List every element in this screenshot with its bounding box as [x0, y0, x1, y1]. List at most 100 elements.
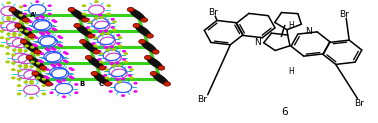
- Circle shape: [118, 36, 122, 39]
- Circle shape: [56, 79, 60, 82]
- Ellipse shape: [28, 57, 44, 69]
- Circle shape: [91, 71, 98, 76]
- Text: N: N: [254, 38, 261, 47]
- Circle shape: [11, 68, 15, 71]
- Ellipse shape: [135, 25, 151, 37]
- Ellipse shape: [88, 57, 103, 69]
- Circle shape: [23, 81, 28, 84]
- Text: H: H: [288, 67, 294, 76]
- Text: Br: Br: [339, 10, 349, 19]
- Circle shape: [12, 34, 17, 37]
- Ellipse shape: [130, 9, 146, 21]
- Circle shape: [144, 55, 151, 60]
- Circle shape: [15, 23, 22, 28]
- Circle shape: [103, 66, 107, 69]
- Circle shape: [18, 65, 22, 68]
- Circle shape: [35, 17, 39, 19]
- Circle shape: [82, 18, 88, 22]
- Circle shape: [12, 49, 17, 52]
- Circle shape: [17, 84, 22, 87]
- Circle shape: [74, 23, 81, 28]
- Circle shape: [62, 79, 66, 82]
- Circle shape: [117, 81, 122, 84]
- Circle shape: [86, 18, 90, 21]
- Circle shape: [23, 49, 28, 52]
- Circle shape: [23, 64, 28, 67]
- Circle shape: [57, 35, 61, 38]
- Circle shape: [45, 47, 49, 50]
- Circle shape: [28, 29, 33, 31]
- Circle shape: [28, 34, 35, 38]
- Circle shape: [17, 92, 22, 95]
- Circle shape: [5, 60, 10, 63]
- Circle shape: [110, 18, 115, 21]
- Circle shape: [34, 50, 41, 54]
- Circle shape: [133, 90, 138, 93]
- Circle shape: [52, 48, 56, 51]
- Circle shape: [110, 26, 115, 29]
- Circle shape: [0, 21, 4, 24]
- Circle shape: [30, 46, 35, 49]
- Circle shape: [116, 42, 121, 45]
- Circle shape: [117, 64, 122, 67]
- Circle shape: [129, 68, 134, 71]
- Circle shape: [5, 37, 10, 40]
- Circle shape: [9, 7, 16, 12]
- Circle shape: [39, 31, 43, 34]
- Circle shape: [30, 37, 35, 40]
- Text: Br: Br: [354, 99, 364, 108]
- Circle shape: [105, 49, 110, 52]
- Circle shape: [32, 71, 39, 76]
- Circle shape: [58, 64, 62, 67]
- Circle shape: [41, 16, 45, 19]
- Circle shape: [6, 1, 11, 4]
- Circle shape: [51, 19, 56, 22]
- Circle shape: [112, 28, 117, 31]
- Text: N: N: [305, 27, 312, 36]
- Circle shape: [133, 82, 138, 85]
- Circle shape: [63, 51, 67, 54]
- Circle shape: [112, 20, 117, 23]
- Circle shape: [58, 81, 62, 83]
- Circle shape: [17, 69, 22, 72]
- Circle shape: [152, 50, 159, 54]
- Ellipse shape: [141, 41, 157, 53]
- Circle shape: [45, 82, 52, 86]
- Circle shape: [19, 14, 23, 17]
- Ellipse shape: [11, 9, 27, 21]
- Circle shape: [87, 28, 92, 31]
- Circle shape: [111, 48, 116, 51]
- Circle shape: [26, 27, 31, 30]
- Ellipse shape: [23, 41, 39, 53]
- Circle shape: [23, 13, 27, 15]
- Circle shape: [35, 0, 39, 3]
- Circle shape: [46, 68, 50, 71]
- Ellipse shape: [152, 73, 168, 85]
- Circle shape: [68, 75, 73, 78]
- Circle shape: [11, 76, 15, 79]
- Circle shape: [62, 95, 66, 98]
- Circle shape: [34, 36, 39, 39]
- Circle shape: [70, 68, 74, 71]
- Circle shape: [40, 61, 44, 63]
- Circle shape: [116, 34, 121, 37]
- Circle shape: [104, 82, 112, 86]
- Circle shape: [29, 82, 34, 85]
- Circle shape: [39, 15, 43, 18]
- Circle shape: [105, 76, 109, 79]
- Circle shape: [97, 58, 101, 61]
- Circle shape: [110, 62, 114, 65]
- Text: H: H: [288, 21, 294, 30]
- Text: Br: Br: [197, 95, 207, 104]
- Circle shape: [86, 26, 90, 29]
- Circle shape: [82, 4, 86, 7]
- Circle shape: [5, 46, 10, 49]
- Circle shape: [129, 76, 134, 79]
- Text: B: B: [79, 81, 85, 87]
- Circle shape: [38, 59, 42, 62]
- Circle shape: [25, 30, 29, 33]
- Circle shape: [124, 52, 128, 55]
- Circle shape: [98, 14, 102, 16]
- Circle shape: [82, 12, 86, 15]
- Circle shape: [42, 69, 46, 72]
